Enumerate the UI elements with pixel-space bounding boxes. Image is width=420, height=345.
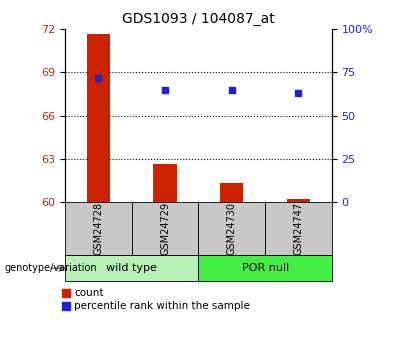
Bar xyxy=(153,165,177,202)
Point xyxy=(295,90,302,95)
Bar xyxy=(65,202,132,255)
Title: GDS1093 / 104087_at: GDS1093 / 104087_at xyxy=(122,11,275,26)
Text: wild type: wild type xyxy=(106,263,157,273)
Text: GSM24747: GSM24747 xyxy=(294,202,304,255)
Point xyxy=(95,76,102,81)
Bar xyxy=(220,183,244,202)
Legend: count, percentile rank within the sample: count, percentile rank within the sample xyxy=(62,288,250,311)
Bar xyxy=(199,255,332,281)
Bar xyxy=(199,202,265,255)
Text: GSM24730: GSM24730 xyxy=(227,202,237,255)
Point xyxy=(162,87,168,92)
Bar xyxy=(87,33,110,202)
Bar xyxy=(287,199,310,202)
Bar xyxy=(265,202,332,255)
Text: GSM24729: GSM24729 xyxy=(160,202,170,255)
Bar xyxy=(132,202,199,255)
Text: POR null: POR null xyxy=(241,263,289,273)
Point xyxy=(228,87,235,92)
Text: genotype/variation: genotype/variation xyxy=(4,263,97,273)
Bar xyxy=(65,255,199,281)
Text: GSM24728: GSM24728 xyxy=(93,202,103,255)
